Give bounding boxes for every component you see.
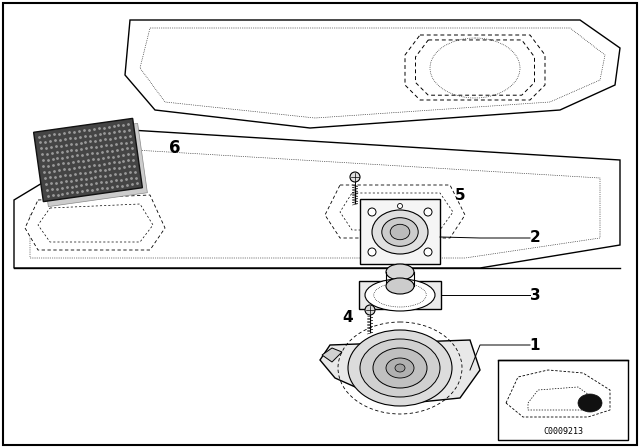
Ellipse shape [424, 208, 432, 216]
Text: 4: 4 [342, 310, 353, 326]
Polygon shape [125, 20, 620, 128]
Ellipse shape [386, 278, 414, 294]
Ellipse shape [350, 172, 360, 182]
Ellipse shape [368, 248, 376, 256]
Text: 3: 3 [530, 288, 540, 302]
Polygon shape [34, 118, 142, 202]
Polygon shape [506, 370, 610, 417]
Text: 5: 5 [454, 188, 465, 202]
Polygon shape [325, 185, 465, 238]
Text: 1: 1 [530, 337, 540, 353]
Ellipse shape [365, 279, 435, 311]
Ellipse shape [386, 358, 414, 378]
Ellipse shape [386, 264, 414, 280]
Ellipse shape [382, 218, 418, 246]
Ellipse shape [397, 203, 403, 208]
Text: 6: 6 [169, 139, 180, 157]
Polygon shape [360, 199, 440, 264]
Ellipse shape [368, 208, 376, 216]
Ellipse shape [365, 305, 375, 315]
Ellipse shape [390, 224, 410, 240]
Polygon shape [528, 387, 596, 410]
Bar [498, 360, 628, 440]
Ellipse shape [372, 210, 428, 254]
Ellipse shape [360, 339, 440, 397]
Polygon shape [320, 340, 480, 402]
Polygon shape [359, 281, 441, 309]
Polygon shape [322, 348, 342, 362]
Ellipse shape [578, 394, 602, 412]
Ellipse shape [424, 248, 432, 256]
Ellipse shape [395, 364, 405, 372]
Ellipse shape [373, 348, 427, 388]
Text: 2: 2 [530, 231, 540, 246]
Text: C0009213: C0009213 [543, 427, 583, 436]
Polygon shape [14, 130, 620, 268]
Ellipse shape [348, 330, 452, 406]
Polygon shape [38, 123, 147, 207]
Polygon shape [25, 195, 165, 250]
